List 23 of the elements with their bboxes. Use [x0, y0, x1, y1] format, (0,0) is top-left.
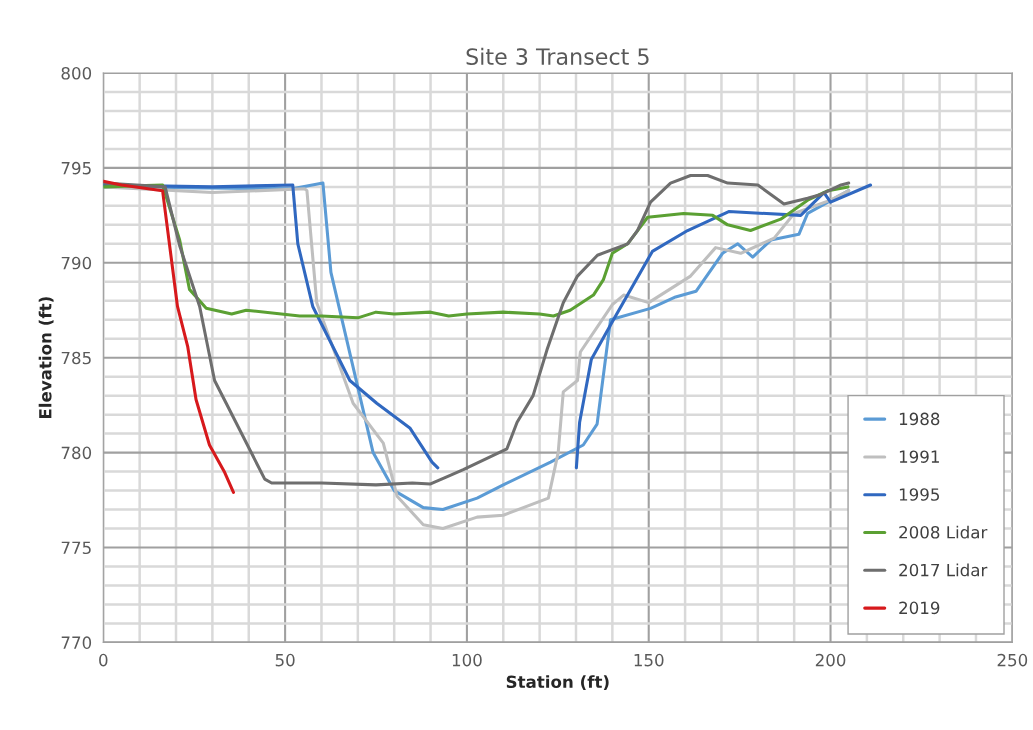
- y-tick-label: 795: [61, 161, 91, 175]
- y-tick-label: 800: [61, 66, 92, 80]
- x-tick-label: 250: [997, 653, 1028, 667]
- y-tick-label: 770: [61, 636, 92, 649]
- legend-label: 2008 Lidar: [899, 525, 988, 539]
- x-tick-label: 100: [452, 653, 482, 667]
- y-tick-label: 790: [61, 256, 92, 270]
- y-tick-label: 780: [61, 446, 92, 460]
- y-axis-title: Elevation (ft): [38, 297, 54, 419]
- legend-label: 1988: [899, 412, 940, 426]
- y-tick-label: 785: [61, 351, 91, 365]
- legend-label: 1991: [899, 450, 939, 463]
- x-tick-label: 150: [634, 653, 664, 667]
- x-tick-label: 200: [815, 653, 846, 667]
- x-tick-label: 50: [275, 653, 295, 667]
- x-axis-title: Station (ft): [506, 675, 609, 691]
- chart-title: Site 3 Transect 5: [466, 47, 649, 65]
- legend-label: 2017 Lidar: [899, 563, 988, 577]
- x-tick-label: 0: [99, 653, 108, 667]
- y-tick-label: 775: [61, 541, 91, 555]
- legend-label: 1995: [899, 488, 940, 501]
- legend-label: 2019: [899, 601, 940, 615]
- line-series: [103, 179, 235, 494]
